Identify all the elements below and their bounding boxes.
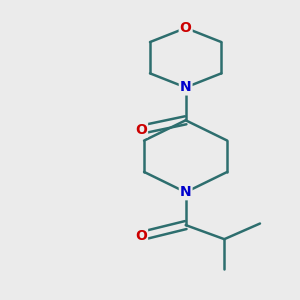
Text: O: O xyxy=(135,229,147,243)
Text: N: N xyxy=(180,80,191,94)
Text: O: O xyxy=(135,123,147,137)
Text: O: O xyxy=(180,21,192,35)
Text: N: N xyxy=(180,185,191,199)
